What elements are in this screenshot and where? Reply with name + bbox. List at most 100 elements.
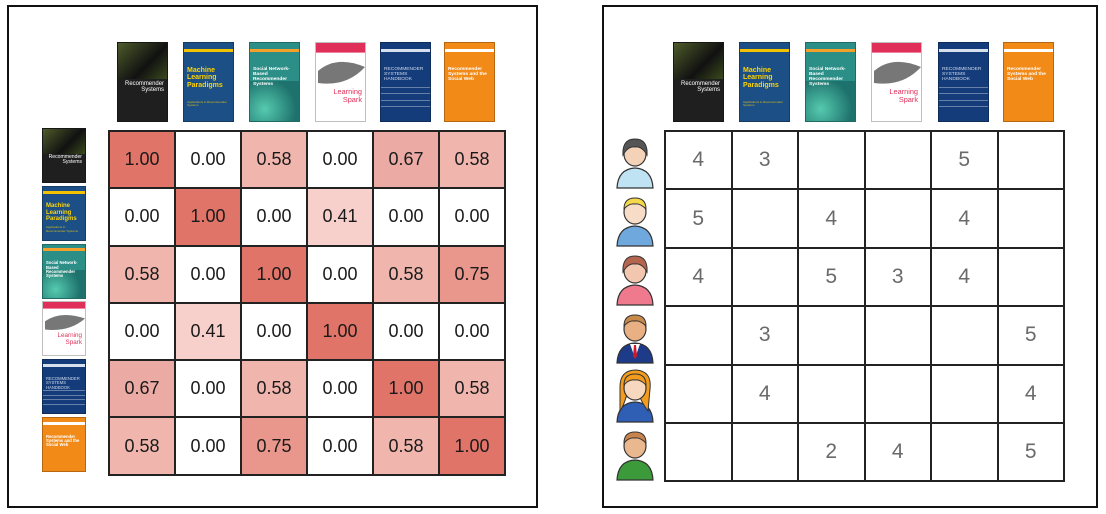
book-cover-social-network-recsys-side: Social Network-Based Recommender Systems xyxy=(42,243,86,299)
similarity-cell: 0.58 xyxy=(440,361,506,419)
book-cover-ml-paradigms-side: Machine Learning Paradigms Applications i… xyxy=(42,185,86,241)
rating-cell xyxy=(799,307,866,366)
similarity-row: 0.00 0.41 0.00 1.00 0.00 0.00 xyxy=(110,303,506,362)
rating-cell: 4 xyxy=(998,365,1065,424)
similarity-cell: 1.00 xyxy=(242,246,308,304)
rating-cell: 4 xyxy=(732,365,799,424)
similarity-cell: 0.58 xyxy=(440,132,506,190)
similarity-cell: 0.00 xyxy=(242,303,308,362)
rating-cell: 5 xyxy=(932,132,999,191)
similarity-cell: 0.00 xyxy=(110,189,176,247)
similarity-row: 0.67 0.00 0.58 0.00 1.00 0.58 xyxy=(110,361,506,419)
user-avatar-icon xyxy=(616,255,654,306)
similarity-cell: 0.75 xyxy=(242,418,308,476)
rating-cell xyxy=(732,248,799,308)
similarity-cell: 1.00 xyxy=(308,303,374,362)
rating-cell: 3 xyxy=(732,132,799,191)
similarity-cell: 0.00 xyxy=(176,132,242,190)
similarity-cell: 0.00 xyxy=(176,361,242,419)
rating-cell: 3 xyxy=(865,248,932,308)
similarity-cell: 0.75 xyxy=(440,246,506,304)
rating-cell xyxy=(732,190,799,249)
similarity-cell: 0.00 xyxy=(374,189,440,247)
book-cover-learning-spark-top-left: Learning Spark xyxy=(315,42,366,122)
user-avatar-icon xyxy=(616,369,654,423)
book-cover-recsys-handbook-top-right: RECOMMENDER SYSTEMS HANDBOOK xyxy=(938,42,989,122)
book-cover-recsys-handbook-top-left: RECOMMENDER SYSTEMS HANDBOOK xyxy=(380,42,431,122)
rating-cell: 5 xyxy=(666,190,733,249)
book-cover-recsys-social-web-top-left: Recommender Systems and the Social Web xyxy=(444,42,495,122)
rating-cell: 5 xyxy=(799,248,866,308)
rating-cell xyxy=(865,307,932,366)
similarity-cell: 1.00 xyxy=(440,418,506,476)
similarity-row: 0.58 0.00 0.75 0.00 0.58 1.00 xyxy=(110,418,506,476)
book-cover-social-network-recsys-top-right: Social Network-Based Recommender Systems xyxy=(805,42,856,122)
rating-cell xyxy=(666,423,733,483)
rating-cell: 5 xyxy=(998,423,1065,483)
similarity-row: 1.00 0.00 0.58 0.00 0.67 0.58 xyxy=(110,132,506,190)
book-cover-recsys-social-web-top-right: Recommender Systems and the Social Web xyxy=(1003,42,1054,122)
rating-cell xyxy=(998,190,1065,249)
rating-cell xyxy=(998,248,1065,308)
similarity-cell: 0.00 xyxy=(440,189,506,247)
rating-cell xyxy=(998,132,1065,191)
book-cover-learning-spark-side: Learning Spark xyxy=(42,301,86,357)
rating-cell xyxy=(799,365,866,424)
similarity-row: 0.00 1.00 0.00 0.41 0.00 0.00 xyxy=(110,189,506,247)
similarity-matrix: 1.00 0.00 0.58 0.00 0.67 0.58 0.00 1.00 0.00 0.41… xyxy=(108,130,506,476)
rating-cell xyxy=(865,190,932,249)
user-avatar-icon xyxy=(616,138,654,189)
similarity-cell: 0.00 xyxy=(374,303,440,362)
similarity-cell: 0.00 xyxy=(308,132,374,190)
book-cover-ml-paradigms-top-left: Machine Learning Paradigms Applications i… xyxy=(183,42,234,122)
rating-cell xyxy=(666,365,733,424)
book-cover-social-network-recsys-top-left: Social Network-Based Recommender Systems xyxy=(249,42,300,122)
similarity-cell: 0.00 xyxy=(308,361,374,419)
rating-cell xyxy=(932,365,999,424)
similarity-cell: 0.41 xyxy=(308,189,374,247)
book-cover-ml-paradigms-top-right: Machine Learning Paradigms Applications i… xyxy=(739,42,790,122)
user-avatar-icon xyxy=(616,197,654,247)
similarity-cell: 0.58 xyxy=(242,361,308,419)
book-cover-recommender-systems-top-right: Recommender Systems xyxy=(673,42,724,122)
book-cover-recsys-handbook-side: RECOMMENDER SYSTEMS HANDBOOK xyxy=(42,359,86,415)
rating-cell xyxy=(732,423,799,483)
similarity-cell: 0.00 xyxy=(176,246,242,304)
user-avatar-icon xyxy=(616,431,654,481)
rating-row: 5 4 4 xyxy=(666,190,1065,249)
rating-cell: 4 xyxy=(865,423,932,483)
similarity-cell: 0.58 xyxy=(374,246,440,304)
user-avatar-icon xyxy=(616,314,654,364)
rating-cell: 2 xyxy=(799,423,866,483)
similarity-cell: 0.67 xyxy=(110,361,176,419)
similarity-cell: 0.00 xyxy=(176,418,242,476)
rating-cell xyxy=(932,423,999,483)
similarity-cell: 1.00 xyxy=(110,132,176,190)
book-cover-recsys-social-web-side: Recommender Systems and the Social Web xyxy=(42,417,86,472)
rating-cell xyxy=(799,132,866,191)
rating-cell: 4 xyxy=(666,248,733,308)
similarity-cell: 0.00 xyxy=(110,303,176,362)
rating-cell: 4 xyxy=(799,190,866,249)
similarity-row: 0.58 0.00 1.00 0.00 0.58 0.75 xyxy=(110,246,506,304)
rating-cell xyxy=(865,365,932,424)
rating-cell xyxy=(865,132,932,191)
similarity-cell: 0.41 xyxy=(176,303,242,362)
similarity-cell: 0.58 xyxy=(242,132,308,190)
similarity-cell: 0.00 xyxy=(308,246,374,304)
rating-cell xyxy=(932,307,999,366)
book-cover-learning-spark-top-right: Learning Spark xyxy=(871,42,922,122)
similarity-cell: 0.00 xyxy=(440,303,506,362)
rating-cell: 4 xyxy=(932,248,999,308)
similarity-cell: 0.58 xyxy=(110,418,176,476)
similarity-cell: 1.00 xyxy=(176,189,242,247)
similarity-cell: 0.00 xyxy=(242,189,308,247)
book-cover-recommender-systems-side: Recommender Systems xyxy=(42,128,86,183)
rating-cell: 5 xyxy=(998,307,1065,366)
similarity-cell: 1.00 xyxy=(374,361,440,419)
rating-cell xyxy=(666,307,733,366)
